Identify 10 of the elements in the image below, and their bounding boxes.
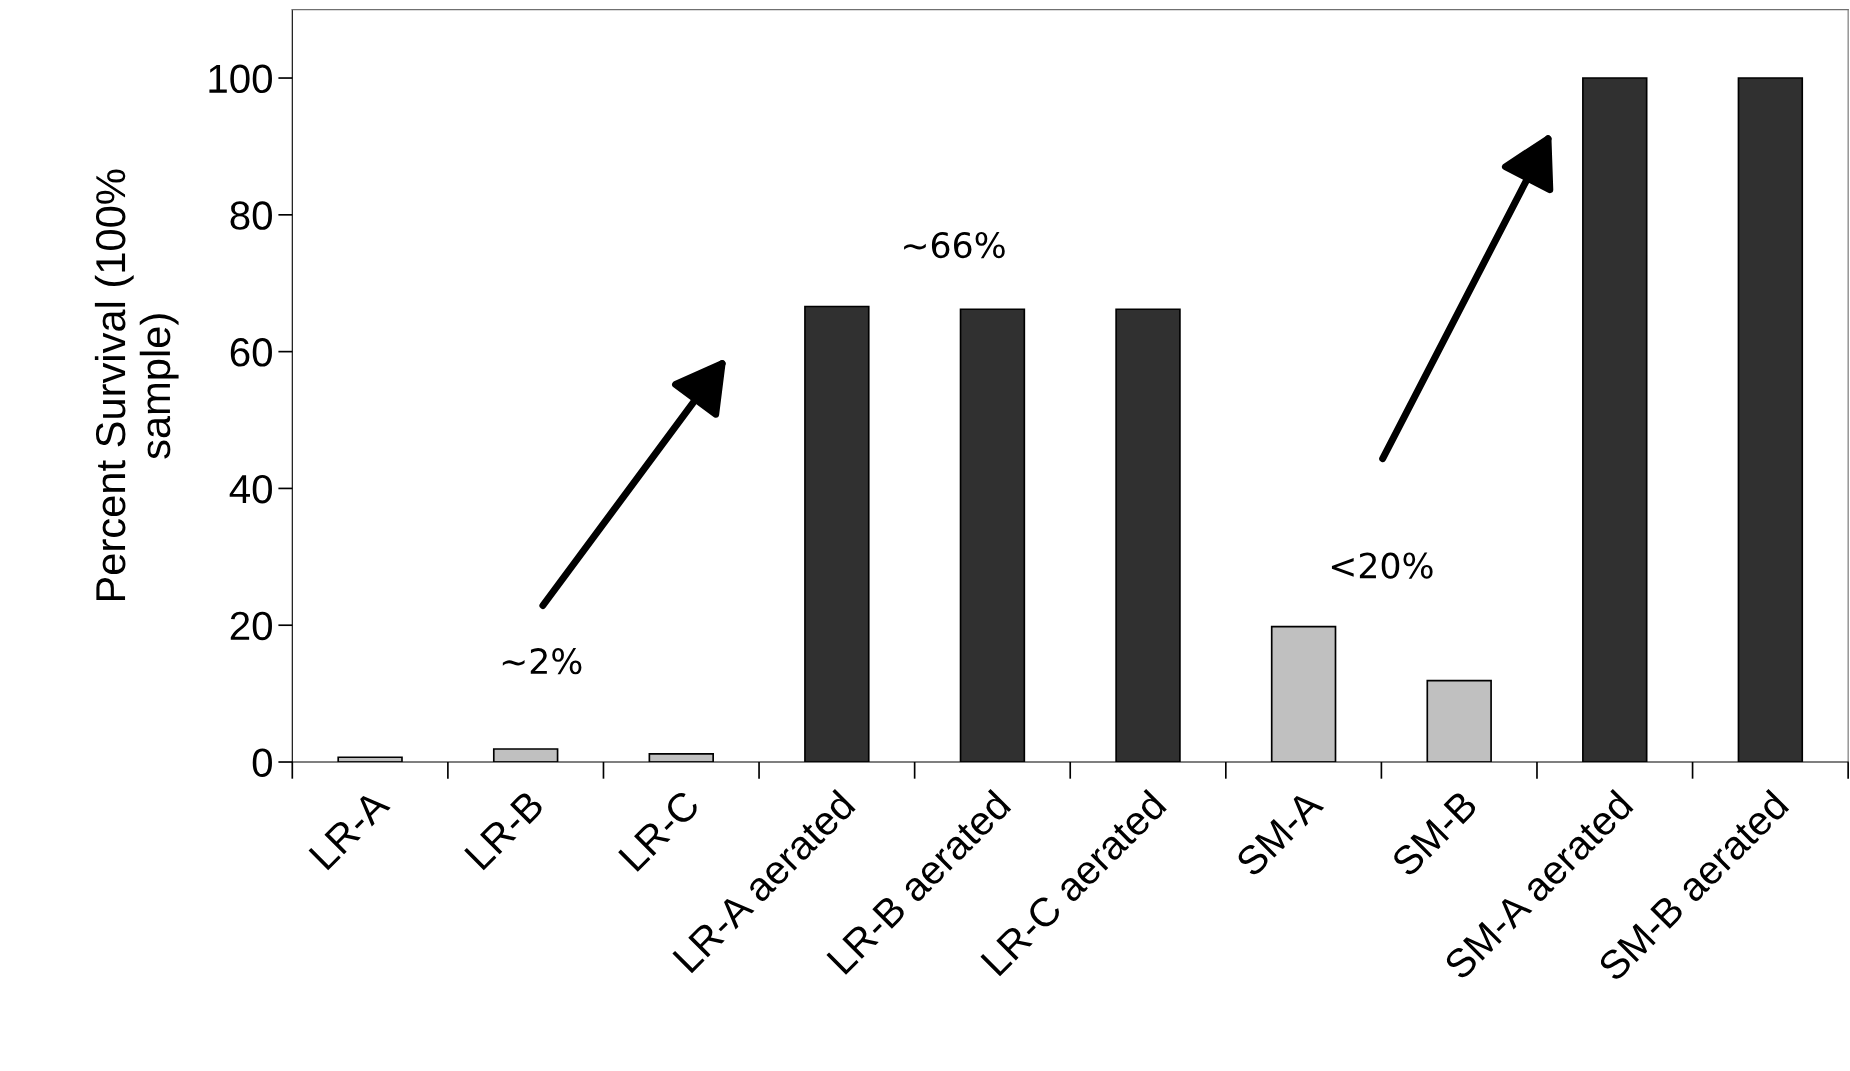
y-tick-label: 60 (230, 338, 272, 367)
y-tick-label: 0 (252, 748, 272, 778)
annotation: ~66% (904, 231, 1005, 259)
annotation: ~2% (502, 648, 582, 675)
y-tick-label: 40 (229, 474, 272, 504)
y-tick-label: 100 (209, 64, 272, 94)
y-tick-label: 20 (230, 611, 272, 641)
annotation: <20% (1331, 552, 1433, 579)
y-tick-label: 80 (230, 201, 272, 230)
y-axis-title: Percent Survival (100% sample) (94, 169, 179, 601)
